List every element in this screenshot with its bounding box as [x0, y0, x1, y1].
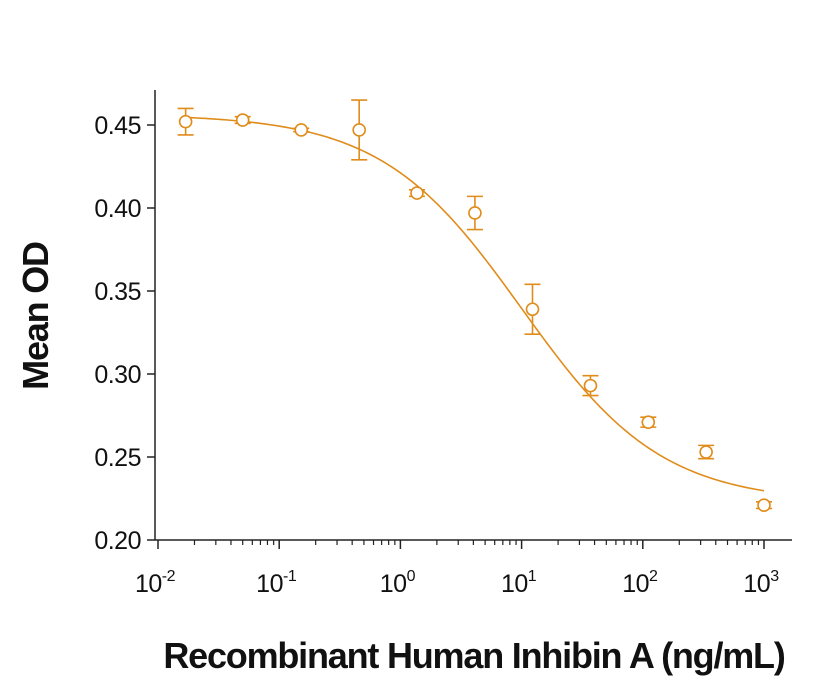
data-point: [293, 123, 310, 137]
x-tick-label: 102: [622, 568, 658, 598]
y-axis-title: Mean OD: [15, 242, 56, 390]
data-point: [351, 99, 368, 161]
point-marker: [525, 302, 540, 317]
data-point: [408, 186, 425, 200]
y-tick-label: 0.30: [94, 361, 141, 389]
data-point: [234, 113, 251, 127]
data-point: [756, 498, 772, 512]
data-points: [177, 99, 772, 512]
point-marker: [294, 123, 309, 137]
point-marker: [641, 415, 656, 429]
y-tick-label: 0.20: [94, 527, 141, 555]
y-tick-label: 0.40: [94, 195, 141, 223]
x-tick-exponent: 0: [407, 568, 416, 585]
y-tick-label: 0.25: [94, 444, 141, 472]
data-point: [640, 415, 657, 429]
data-point: [582, 374, 599, 397]
fit-curve: [185, 116, 765, 492]
x-tick-exponent: 3: [770, 568, 779, 585]
x-tick-label: 10-2: [135, 568, 176, 598]
point-marker: [757, 498, 771, 512]
x-tick-exponent: 2: [649, 568, 658, 585]
point-marker: [235, 113, 250, 127]
x-tick-label: 101: [501, 568, 537, 598]
point-marker: [583, 378, 598, 393]
data-point: [177, 107, 194, 136]
x-tick-label: 10-1: [256, 568, 297, 598]
x-tick-label: 100: [380, 568, 416, 598]
x-axis: 10-2 10-1 100 101 102 103: [135, 539, 792, 598]
y-tick-label: 0.45: [94, 112, 141, 140]
data-point: [698, 444, 715, 460]
y-tick-label: 0.35: [94, 278, 141, 306]
point-marker: [178, 114, 193, 129]
point-marker: [410, 186, 424, 200]
x-tick-exponent: 1: [528, 568, 537, 585]
point-marker: [699, 445, 713, 459]
x-tick-exponent: -1: [283, 568, 297, 585]
x-tick-label: 103: [743, 568, 779, 598]
point-marker: [468, 206, 482, 220]
x-axis-title: Recombinant Human Inhibin A (ng/mL): [163, 635, 785, 676]
x-tick-exponent: -2: [162, 568, 176, 585]
data-point: [466, 195, 483, 231]
point-marker: [352, 123, 366, 137]
y-axis: 0.20 0.25 0.30 0.35 0.40 0.45: [94, 90, 156, 555]
data-point: [524, 283, 541, 335]
